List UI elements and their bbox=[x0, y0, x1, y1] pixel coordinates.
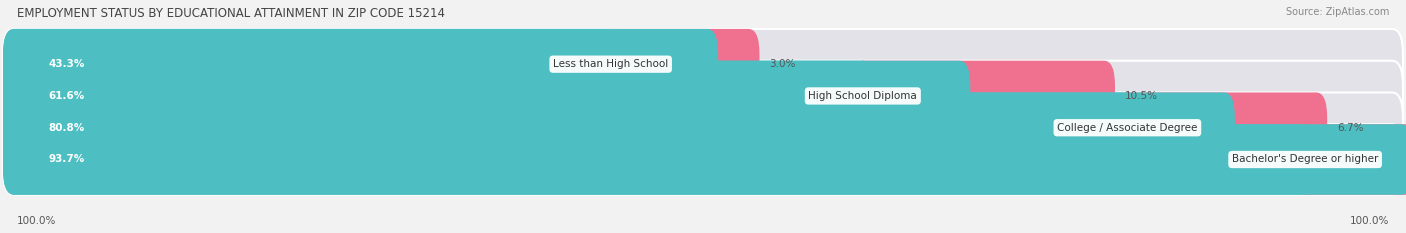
Text: 93.7%: 93.7% bbox=[48, 154, 84, 164]
Text: Source: ZipAtlas.com: Source: ZipAtlas.com bbox=[1285, 7, 1389, 17]
Text: Less than High School: Less than High School bbox=[553, 59, 668, 69]
Text: High School Diploma: High School Diploma bbox=[808, 91, 917, 101]
FancyBboxPatch shape bbox=[1294, 124, 1406, 195]
FancyBboxPatch shape bbox=[3, 93, 1403, 163]
Text: College / Associate Degree: College / Associate Degree bbox=[1057, 123, 1198, 133]
Text: 10.5%: 10.5% bbox=[1125, 91, 1157, 101]
FancyBboxPatch shape bbox=[852, 61, 1115, 131]
Text: 43.3%: 43.3% bbox=[48, 59, 84, 69]
FancyBboxPatch shape bbox=[3, 124, 1403, 195]
Text: 61.6%: 61.6% bbox=[48, 91, 84, 101]
FancyBboxPatch shape bbox=[3, 61, 970, 131]
FancyBboxPatch shape bbox=[3, 29, 718, 99]
Text: 80.8%: 80.8% bbox=[48, 123, 84, 133]
FancyBboxPatch shape bbox=[3, 61, 1403, 131]
FancyBboxPatch shape bbox=[1116, 93, 1327, 163]
FancyBboxPatch shape bbox=[3, 93, 1139, 163]
Text: 100.0%: 100.0% bbox=[17, 216, 56, 226]
FancyBboxPatch shape bbox=[3, 29, 1403, 99]
Text: 6.7%: 6.7% bbox=[1337, 123, 1364, 133]
Text: EMPLOYMENT STATUS BY EDUCATIONAL ATTAINMENT IN ZIP CODE 15214: EMPLOYMENT STATUS BY EDUCATIONAL ATTAINM… bbox=[17, 7, 444, 20]
FancyBboxPatch shape bbox=[599, 29, 759, 99]
FancyBboxPatch shape bbox=[3, 61, 875, 131]
Text: 100.0%: 100.0% bbox=[1350, 216, 1389, 226]
FancyBboxPatch shape bbox=[3, 124, 1316, 195]
FancyBboxPatch shape bbox=[3, 124, 1406, 195]
Text: Bachelor's Degree or higher: Bachelor's Degree or higher bbox=[1232, 154, 1378, 164]
FancyBboxPatch shape bbox=[3, 93, 1234, 163]
Text: 3.0%: 3.0% bbox=[769, 59, 796, 69]
FancyBboxPatch shape bbox=[3, 29, 621, 99]
